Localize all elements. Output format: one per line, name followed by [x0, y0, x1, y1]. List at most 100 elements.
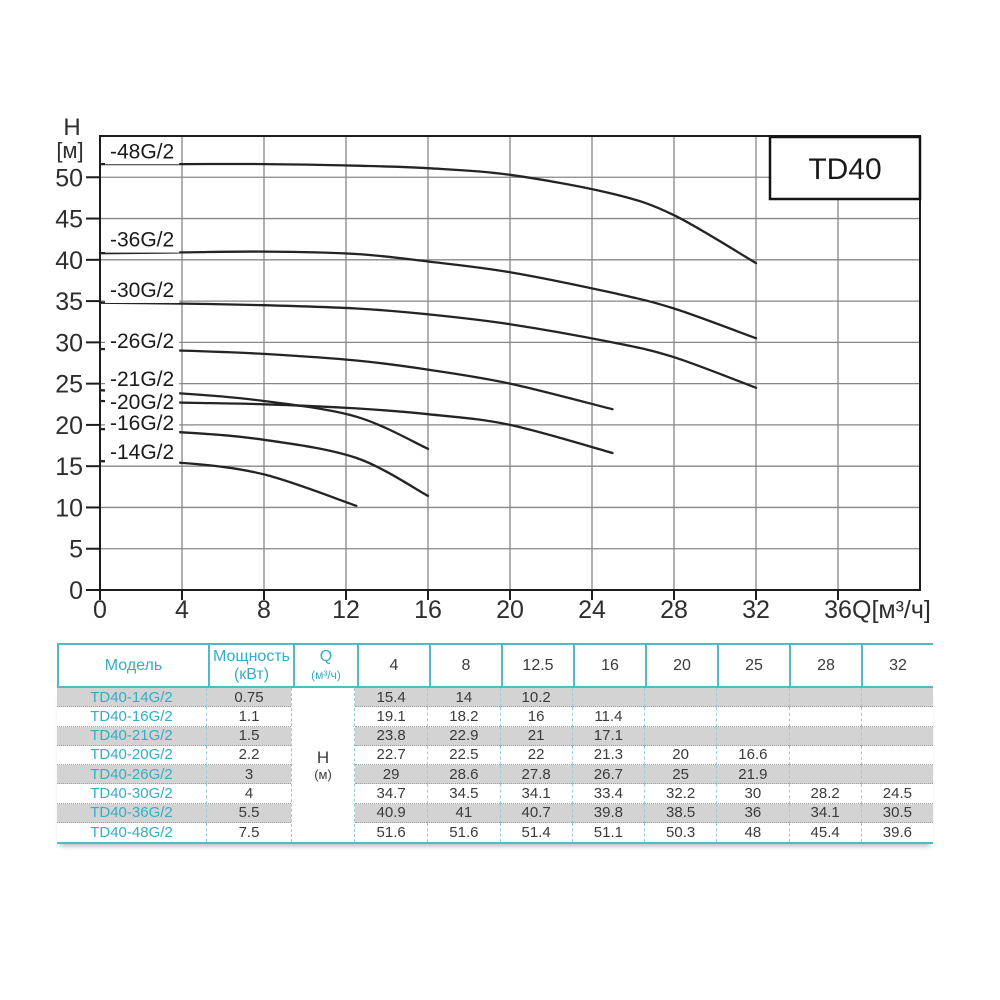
- cell-head-value: 50.3: [644, 822, 716, 842]
- cell-model: TD40-30G/2: [57, 784, 206, 804]
- cell-head-value: 36: [716, 803, 789, 823]
- y-tick-label: 35: [55, 288, 83, 316]
- x-tick-label: 32: [742, 596, 770, 624]
- cell-head-value: [644, 726, 717, 746]
- cell-head-value: 21.9: [716, 765, 789, 785]
- cell-head-value: 21.3: [571, 745, 644, 765]
- col-header-power: Мощность (кВт): [208, 645, 293, 686]
- cell-head-value: 34.7: [355, 784, 428, 804]
- cell-head-value: [788, 726, 861, 746]
- cell-head-value: 26.7: [571, 765, 644, 785]
- col-header-flow-25: 25: [717, 645, 789, 686]
- y-tick-label: 45: [55, 206, 83, 234]
- cell-head-value: 22.5: [427, 745, 500, 765]
- x-tick-label: 28: [660, 596, 688, 624]
- cell-head-value: [788, 688, 861, 708]
- x-tick-label: 16: [414, 596, 442, 624]
- pump-curve-30g-2: [98, 301, 758, 389]
- col-header-model-label: Модель: [104, 656, 163, 674]
- cell-power: 3: [206, 765, 291, 785]
- cell-head-value: 48: [716, 822, 788, 842]
- y-tick-label: 20: [55, 412, 83, 440]
- table-body: TD40-14G/2 0.75 15.4 14 10.2 TD40-16G/2 1.1 19.…: [57, 688, 933, 844]
- curve-label-backing: [105, 329, 180, 355]
- col-header-flow-12.5: 12.5: [501, 645, 573, 686]
- table-header-row: Модель Мощность (кВт) Q (м³/ч) 4 8 12.5 16 2…: [57, 643, 933, 688]
- pump-curve-48g-2: [98, 162, 758, 265]
- cell-head-value: 25: [644, 765, 717, 785]
- tick-layer: [86, 176, 839, 600]
- cell-head-value: 14: [427, 688, 500, 708]
- y-axis-title: H: [63, 114, 80, 141]
- cell-power: 5.5: [206, 803, 291, 823]
- cell-head-value: [716, 688, 789, 708]
- cell-head-value: [860, 765, 933, 785]
- cell-model: TD40-16G/2: [57, 707, 206, 727]
- col-header-flow-8: 8: [429, 645, 501, 686]
- cell-head-value: 51.6: [376, 823, 406, 841]
- y-tick-label: 25: [55, 371, 83, 399]
- cell-head-value: 21: [499, 726, 572, 746]
- cell-power: 2.2: [206, 745, 291, 765]
- merged-head-unit-cell: Н (м): [291, 688, 355, 842]
- y-tick-label: 15: [55, 453, 83, 481]
- cell-head-value: 33.4: [571, 784, 644, 804]
- cell-head-value: [571, 688, 644, 708]
- cell-head-value: 38.5: [644, 803, 717, 823]
- cell-head-value: [644, 707, 717, 727]
- cell-head-value: 27.8: [499, 765, 572, 785]
- cell-power: 1.5: [206, 726, 291, 746]
- cell-model: TD40-20G/2: [57, 746, 206, 765]
- col-header-flow-4: 4: [357, 645, 429, 686]
- y-tick-label: 10: [55, 494, 83, 522]
- cell-head-value: [788, 765, 861, 785]
- cell-head-value: 22: [499, 745, 572, 765]
- cell-head-value: 34.5: [427, 784, 500, 804]
- cell-head-value: [860, 726, 933, 746]
- y-tick-label: 40: [55, 247, 83, 275]
- cell-head-value: 24.5: [860, 784, 933, 804]
- y-tick-label: 50: [55, 164, 83, 192]
- cell-head-value: [860, 745, 933, 765]
- series-title-text: TD40: [808, 153, 881, 186]
- cell-head-value: 34.1: [788, 803, 861, 823]
- cell-head-value: 28.2: [788, 784, 861, 804]
- cell-model: TD40-36G/2: [57, 803, 206, 823]
- y-tick-label: 5: [69, 536, 83, 564]
- curve-label-backing: [105, 139, 180, 165]
- y-tick-label: 0: [69, 577, 83, 605]
- cell-power: 1.1: [206, 707, 291, 727]
- col-header-flow-20: 20: [645, 645, 717, 686]
- col-header-model: Модель: [59, 645, 208, 686]
- curve-label-48g-2: -48G/2: [110, 140, 174, 163]
- cell-model: TD40-26G/2: [57, 765, 206, 785]
- cell-head-value: 17.1: [571, 726, 644, 746]
- curve-label-16g-2: -16G/2: [110, 412, 174, 435]
- cell-head-value: 32.2: [644, 784, 717, 804]
- cell-head-value: 30: [716, 784, 789, 804]
- cell-head-value: 40.9: [355, 803, 428, 823]
- curve-label-21g-2: -21G/2: [110, 368, 174, 391]
- curve-label-backing: [105, 410, 180, 436]
- cell-head-value: 34.1: [499, 784, 572, 804]
- cell-head-value: [644, 688, 717, 708]
- cell-head-value: 11.4: [571, 707, 644, 727]
- cell-head-value: 51.6: [427, 822, 499, 842]
- curves-layer: [98, 162, 758, 507]
- col-header-flow-32: 32: [861, 645, 933, 686]
- curve-label-26g-2: -26G/2: [110, 330, 174, 353]
- x-tick-label: 8: [257, 596, 271, 624]
- cell-head-value: 16: [499, 707, 572, 727]
- cell-head-value: [716, 707, 789, 727]
- x-tick-label: 12: [332, 596, 360, 624]
- curve-label-backing: [105, 367, 180, 393]
- curve-label-backing: [105, 439, 180, 465]
- cell-head-value: 16.6: [716, 745, 789, 765]
- cell-model: TD40-14G/2: [57, 688, 206, 708]
- cell-model: TD40-21G/2: [57, 726, 206, 746]
- cell-power: 7.5: [206, 822, 291, 842]
- col-header-flow-unit: Q (м³/ч): [293, 645, 357, 686]
- cell-head-value: 30.5: [860, 803, 933, 823]
- x-axis-unit-label: Q[м³/ч]: [852, 596, 931, 624]
